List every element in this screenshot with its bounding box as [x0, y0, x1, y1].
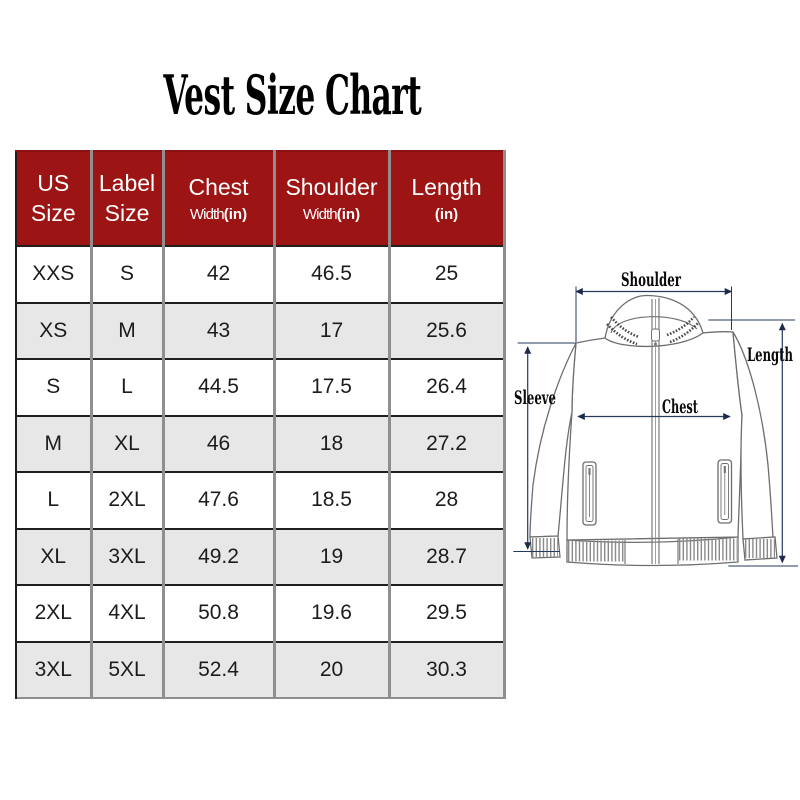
cell-label: XL	[89, 414, 163, 472]
table-body: XXS S 42 46.5 25 XS M 43 17 25.6 S L 44.…	[15, 245, 504, 698]
header-label-line1: Label	[98, 170, 156, 197]
cell-chest: 49.2	[161, 527, 274, 585]
cell-chest: 43	[161, 301, 274, 359]
table-row: S L 44.5 17.5 26.4	[15, 358, 504, 416]
sleeve-label: Sleeve	[514, 387, 556, 409]
left-cuff	[529, 535, 561, 559]
header-length-sub: (in)	[391, 205, 503, 224]
cell-shoulder: 18.5	[272, 471, 389, 529]
collar-stitching-left	[606, 316, 640, 346]
cell-shoulder: 46.5	[272, 245, 389, 303]
header-length: Length (in)	[387, 150, 504, 246]
table-row: XL 3XL 49.2 19 28.7	[15, 527, 504, 585]
header-chest-sub-width: Width	[189, 206, 225, 224]
table-row: M XL 46 18 27.2	[15, 414, 504, 472]
header-label-line2: Size	[104, 199, 150, 226]
cell-label: 2XL	[89, 471, 163, 529]
cell-length: 25	[387, 245, 504, 303]
header-shoulder-line1: Shoulder	[285, 173, 378, 200]
zipper-pull-hole	[654, 342, 657, 346]
header-chest-sub: Width(in)	[165, 205, 273, 224]
header-row: US Size Label Size Chest Width(in) Shoul…	[15, 150, 504, 246]
page-title-container: Vest Size Chart	[160, 68, 424, 124]
table-row: XXS S 42 46.5 25	[15, 245, 504, 303]
cell-label: 4XL	[89, 584, 163, 642]
table-row: L 2XL 47.6 18.5 28	[15, 471, 504, 529]
hem-section-seams	[624, 539, 679, 564]
header-us-line2: Size	[30, 199, 76, 226]
cell-chest: 52.4	[161, 640, 274, 698]
right-pocket-inner	[720, 463, 729, 520]
cell-length: 30.3	[387, 640, 504, 698]
cell-length: 28	[387, 471, 504, 529]
shoulder-label: Shoulder	[621, 269, 682, 291]
cell-label: S	[89, 245, 163, 303]
cell-length: 28.7	[387, 527, 504, 585]
collar-stitching-right	[666, 316, 699, 344]
header-chest: Chest Width(in)	[161, 150, 274, 246]
cell-label: 3XL	[89, 527, 163, 585]
header-shoulder: Shoulder Width(in)	[272, 150, 389, 246]
cell-us: XS	[15, 301, 91, 359]
table-row: XS M 43 17 25.6	[15, 301, 504, 359]
cell-label: 5XL	[89, 640, 163, 698]
cell-shoulder: 19.6	[272, 584, 389, 642]
cell-chest: 44.5	[161, 358, 274, 416]
cell-us: S	[15, 358, 91, 416]
header-shoulder-sub-width: Width	[302, 206, 338, 224]
cell-label: M	[89, 301, 163, 359]
table-row: 2XL 4XL 50.8 19.6 29.5	[15, 584, 504, 642]
zipper-pull	[651, 328, 660, 342]
cell-label: L	[89, 358, 163, 416]
table-header: US Size Label Size Chest Width(in) Shoul…	[15, 150, 504, 246]
header-shoulder-sub: Width(in)	[276, 205, 388, 224]
header-us-size: US Size	[15, 150, 91, 246]
cell-us: XXS	[15, 245, 91, 303]
cell-chest: 42	[161, 245, 274, 303]
header-us-line1: US	[37, 170, 70, 197]
header-chest-sub-unit: (in)	[223, 206, 248, 224]
cell-us: M	[15, 414, 91, 472]
cell-length: 27.2	[387, 414, 504, 472]
collar-outline	[604, 294, 704, 348]
header-chest-line1: Chest	[188, 173, 249, 200]
length-extension-lines	[708, 319, 798, 567]
collar-inner-seam	[610, 316, 698, 334]
cell-shoulder: 17	[272, 301, 389, 359]
cell-chest: 46	[161, 414, 274, 472]
cell-us: 2XL	[15, 584, 91, 642]
cell-us: 3XL	[15, 640, 91, 698]
cell-shoulder: 19	[272, 527, 389, 585]
cell-length: 26.4	[387, 358, 504, 416]
page-title: Vest Size Chart	[163, 63, 421, 127]
cell-chest: 47.6	[161, 471, 274, 529]
header-length-line1: Length	[411, 173, 482, 200]
left-pocket-inner	[585, 465, 594, 522]
cell-length: 29.5	[387, 584, 504, 642]
cell-chest: 50.8	[161, 584, 274, 642]
header-label-size: Label Size	[89, 150, 163, 246]
sleeve-extension-lines	[513, 342, 576, 552]
cell-length: 25.6	[387, 301, 504, 359]
header-shoulder-sub-unit: (in)	[336, 206, 361, 224]
zipper	[651, 298, 660, 564]
cell-shoulder: 18	[272, 414, 389, 472]
size-chart-table: US Size Label Size Chest Width(in) Shoul…	[15, 150, 506, 699]
cell-shoulder: 17.5	[272, 358, 389, 416]
cell-us: L	[15, 471, 91, 529]
vest-measurement-diagram: Shoulder Length Sleeve Chest	[513, 269, 798, 567]
header-length-sub-unit: (in)	[434, 206, 459, 224]
length-label: Length	[747, 344, 793, 366]
table-row: 3XL 5XL 52.4 20 30.3	[15, 640, 504, 698]
chest-label: Chest	[662, 396, 698, 418]
cell-shoulder: 20	[272, 640, 389, 698]
cell-us: XL	[15, 527, 91, 585]
